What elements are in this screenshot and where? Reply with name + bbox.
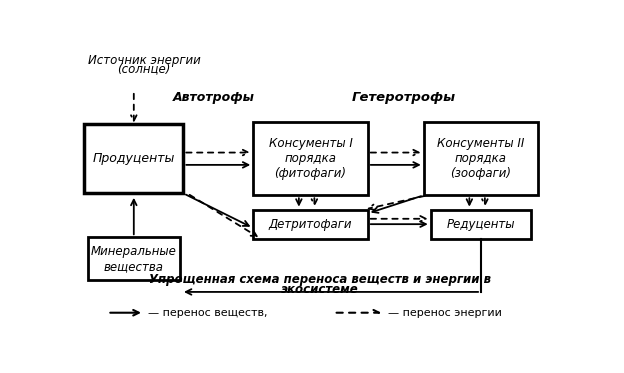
Text: Продуценты: Продуценты [92, 152, 175, 165]
Text: Гетеротрофы: Гетеротрофы [351, 91, 456, 104]
Text: Автотрофы: Автотрофы [173, 91, 255, 104]
Text: Источник энергии: Источник энергии [87, 54, 200, 67]
FancyBboxPatch shape [253, 210, 368, 239]
FancyBboxPatch shape [253, 122, 368, 195]
Text: Консументы II
порядка
(зоофаги): Консументы II порядка (зоофаги) [437, 137, 525, 180]
Text: Консументы I
порядка
(фитофаги): Консументы I порядка (фитофаги) [268, 137, 353, 180]
FancyBboxPatch shape [88, 237, 180, 280]
Text: Упрощенная схема переноса веществ и энергии в: Упрощенная схема переноса веществ и энер… [149, 273, 491, 286]
FancyBboxPatch shape [431, 210, 532, 239]
Text: — перенос веществ,: — перенос веществ, [148, 308, 267, 318]
FancyBboxPatch shape [424, 122, 539, 195]
Text: Редуценты: Редуценты [447, 218, 515, 231]
Text: (солнце): (солнце) [117, 62, 170, 75]
Text: Детритофаги: Детритофаги [269, 218, 353, 231]
Text: — перенос энергии: — перенос энергии [388, 308, 502, 318]
Text: экосистеме: экосистеме [281, 283, 359, 296]
Text: Минеральные
вещества: Минеральные вещества [91, 245, 177, 273]
FancyBboxPatch shape [84, 124, 183, 193]
